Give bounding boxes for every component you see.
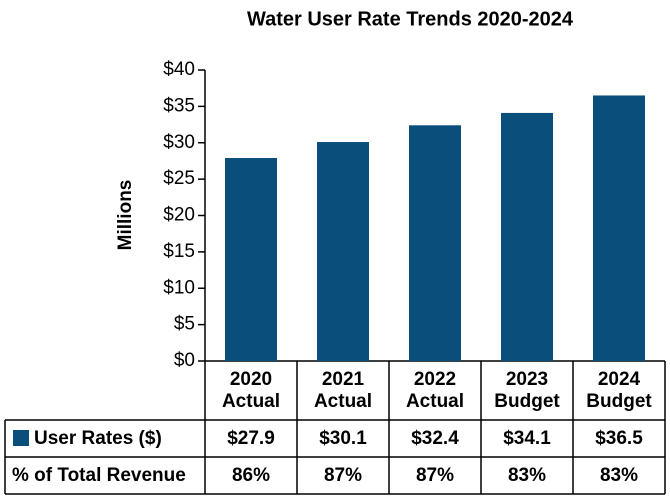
table-cell: 87% [324,465,362,486]
y-tick-label: $15 [163,241,195,262]
x-tick-label: 2021 [322,369,365,390]
x-tick-label: 2022 [414,369,456,390]
x-tick-label: 2020 [230,369,272,390]
chart-title: Water User Rate Trends 2020-2024 [247,8,574,30]
y-tick-label: $40 [163,59,195,80]
x-tick-label: 2023 [506,369,548,390]
table-cell: 83% [508,465,546,486]
x-tick-label: Actual [222,391,280,412]
bar [409,125,461,361]
table-cell: 83% [600,465,638,486]
bar [317,142,369,361]
y-tick-label: $5 [174,314,195,335]
bar [225,158,277,361]
x-tick-label: Budget [586,391,652,412]
table-cell: 87% [416,465,454,486]
y-tick-label: $20 [163,205,195,226]
legend-label: User Rates ($) [34,428,162,449]
bar [501,112,553,361]
data-label: $27.9 [227,428,275,449]
y-tick-label: $30 [163,132,195,153]
data-label: $34.1 [503,428,551,449]
bar [593,95,645,362]
data-label: $36.5 [595,428,643,449]
x-tick-label: Budget [494,391,560,412]
y-tick-label: $0 [174,350,195,371]
row-label: % of Total Revenue [12,465,186,486]
data-label: $32.4 [411,428,459,449]
y-tick-label: $10 [163,277,195,298]
x-tick-label: Actual [406,391,464,412]
x-tick-label: Actual [314,391,372,412]
table-cell: 86% [232,465,270,486]
y-tick-label: $35 [163,95,195,116]
data-label: $30.1 [319,428,367,449]
y-axis-label: Millions [115,180,136,251]
legend-swatch [13,430,29,446]
x-tick-label: 2024 [598,369,641,390]
y-tick-label: $25 [163,168,195,189]
